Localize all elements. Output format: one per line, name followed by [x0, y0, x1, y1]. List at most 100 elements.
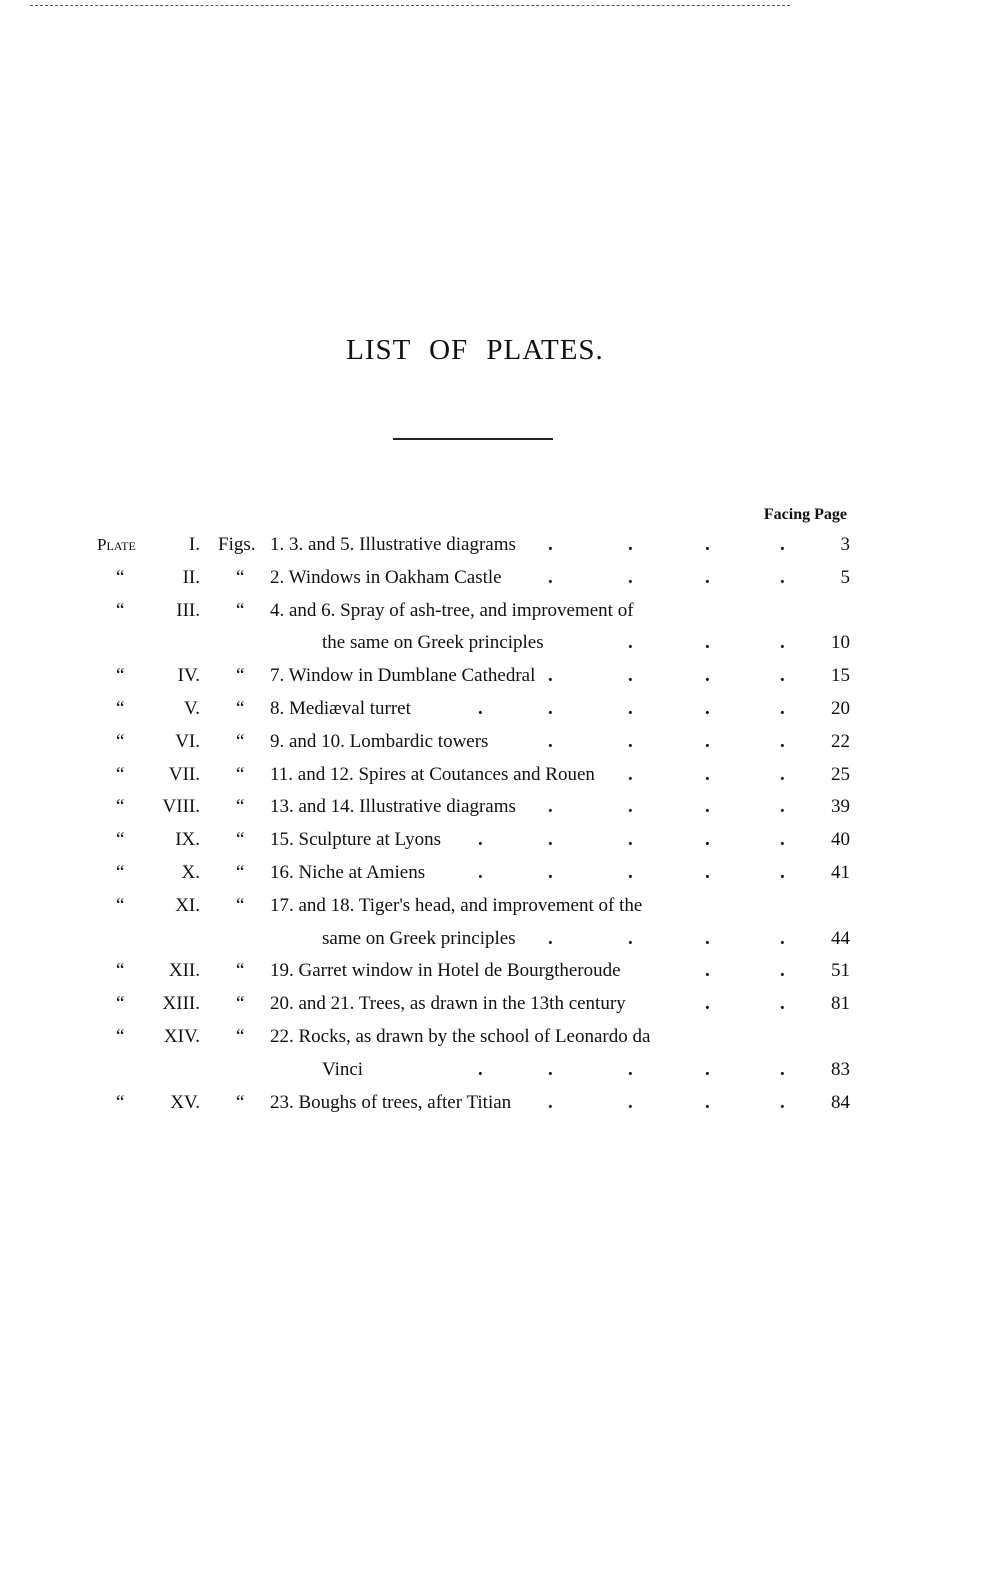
leader-dot: .	[780, 566, 785, 588]
ditto-mark: “	[236, 730, 245, 752]
leader-dot: .	[548, 927, 553, 949]
ditto-mark: “	[236, 1091, 245, 1113]
ditto-mark: “	[116, 829, 125, 851]
plate-description: the same on Greek principles	[322, 632, 544, 654]
plate-description: 19. Garret window in Hotel de Bourgthero…	[270, 960, 621, 982]
leader-dot: .	[548, 566, 553, 588]
facing-page-number: 51	[831, 960, 850, 982]
plate-description: 22. Rocks, as drawn by the school of Leo…	[270, 1026, 651, 1047]
leader-dot: .	[548, 534, 553, 555]
facing-page-number: 39	[831, 796, 850, 818]
ditto-mark: “	[116, 665, 125, 687]
plate-description: 7. Window in Dumblane Cathedral	[270, 665, 536, 687]
leader-dot: .	[628, 665, 633, 687]
ditto-mark: “	[116, 1091, 125, 1113]
plate-row: “ “ IX. 15. Sculpture at Lyons 40.....	[0, 824, 1000, 856]
leader-dot: .	[780, 534, 785, 555]
leader-dot: .	[705, 796, 710, 818]
plate-row: “ “ XI. 17. and 18. Tiger's head, and impro…	[0, 890, 1000, 922]
ditto-mark: “	[236, 894, 245, 916]
plate-number: XII.	[168, 960, 200, 982]
plate-row: Vinci 83.....	[0, 1054, 1000, 1086]
plate-label: Plate	[97, 535, 136, 554]
plate-number: II.	[182, 566, 200, 588]
leader-dot: .	[478, 698, 483, 719]
leader-dot: .	[705, 534, 710, 555]
plate-number: VIII.	[162, 796, 200, 818]
plate-row: “ “ IV. 7. Window in Dumblane Cathedral 15..…	[0, 660, 1000, 692]
ditto-mark: “	[236, 993, 245, 1015]
leader-dot: .	[705, 665, 710, 687]
plate-description: 1. 3. and 5. Illustrative diagrams	[270, 534, 516, 555]
leader-dot: .	[780, 796, 785, 818]
leader-dot: .	[628, 632, 633, 654]
plate-number: X.	[181, 862, 200, 883]
plate-description: 9. and 10. Lombardic towers	[270, 730, 489, 752]
plate-description: 13. and 14. Illustrative diagrams	[270, 796, 516, 818]
ditto-mark: “	[116, 796, 125, 818]
plate-description: 15. Sculpture at Lyons	[270, 829, 441, 851]
leader-dot: .	[705, 1058, 710, 1080]
plate-description: same on Greek principles	[322, 927, 516, 949]
leader-dot: .	[548, 730, 553, 752]
plate-number: VII.	[168, 763, 200, 785]
ditto-mark: “	[236, 829, 245, 851]
facing-page-number: 25	[831, 763, 850, 785]
leader-dot: .	[780, 632, 785, 654]
plate-description: 20. and 21. Trees, as drawn in the 13th …	[270, 993, 626, 1015]
leader-dot: .	[780, 862, 785, 883]
facing-page-number: 41	[831, 862, 850, 883]
ditto-mark: “	[236, 960, 245, 982]
plate-number: XIII.	[162, 993, 200, 1015]
ditto-mark: “	[116, 698, 125, 719]
plate-description: 8. Mediæval turret	[270, 698, 411, 719]
leader-dot: .	[705, 829, 710, 851]
ditto-mark: “	[236, 665, 245, 687]
leader-dot: .	[628, 829, 633, 851]
leader-dot: .	[705, 927, 710, 949]
leader-dot: .	[548, 829, 553, 851]
leader-dot: .	[780, 1058, 785, 1080]
ditto-mark: “	[236, 862, 245, 883]
facing-page-number: 3	[840, 534, 851, 555]
page-title: LIST OF PLATES.	[346, 334, 604, 366]
facing-page-number: 81	[831, 993, 850, 1015]
plate-number: III.	[176, 599, 200, 621]
plate-row: “ “ XV. 23. Boughs of trees, after Titian 84…	[0, 1087, 1000, 1119]
plate-number: V.	[183, 698, 200, 719]
leader-dot: .	[628, 927, 633, 949]
plate-row: “ “ V. 8. Mediæval turret 20.....	[0, 693, 1000, 725]
facing-page-number: 22	[831, 730, 850, 752]
plate-description: Vinci	[322, 1058, 364, 1080]
plate-row: “ “ VI. 9. and 10. Lombardic towers 22....	[0, 726, 1000, 758]
leader-dot: .	[548, 862, 553, 883]
leader-dot: .	[780, 763, 785, 785]
facing-page-number: 83	[831, 1058, 850, 1080]
leader-dot: .	[705, 862, 710, 883]
plate-number: XI.	[175, 894, 200, 916]
ditto-mark: “	[116, 1026, 125, 1047]
ditto-mark: “	[236, 763, 245, 785]
plate-number: IX.	[175, 829, 200, 851]
plate-row: “ “ VIII. 13. and 14. Illustrative diagrams…	[0, 791, 1000, 823]
scan-artifact-line	[30, 5, 790, 6]
facing-page-number: 44	[831, 927, 850, 949]
ditto-mark: “	[236, 1026, 245, 1047]
leader-dot: .	[478, 1058, 483, 1080]
leader-dot: .	[628, 763, 633, 785]
plate-description: 23. Boughs of trees, after Titian	[270, 1091, 512, 1113]
plate-number: XV.	[170, 1091, 200, 1113]
plate-row: the same on Greek principles 10...	[0, 627, 1000, 659]
ditto-mark: “	[116, 960, 125, 982]
leader-dot: .	[478, 862, 483, 883]
ditto-mark: “	[236, 796, 245, 818]
facing-page-number: 40	[831, 829, 850, 851]
leader-dot: .	[548, 1091, 553, 1113]
plate-description: 17. and 18. Tiger's head, and improvemen…	[270, 894, 643, 916]
leader-dot: .	[628, 862, 633, 883]
leader-dot: .	[780, 927, 785, 949]
facing-page-number: 84	[831, 1091, 850, 1113]
facing-page-number: 5	[840, 566, 851, 588]
ditto-mark: “	[236, 566, 245, 588]
plate-row: “ “ XIII. 20. and 21. Trees, as drawn in th…	[0, 988, 1000, 1020]
